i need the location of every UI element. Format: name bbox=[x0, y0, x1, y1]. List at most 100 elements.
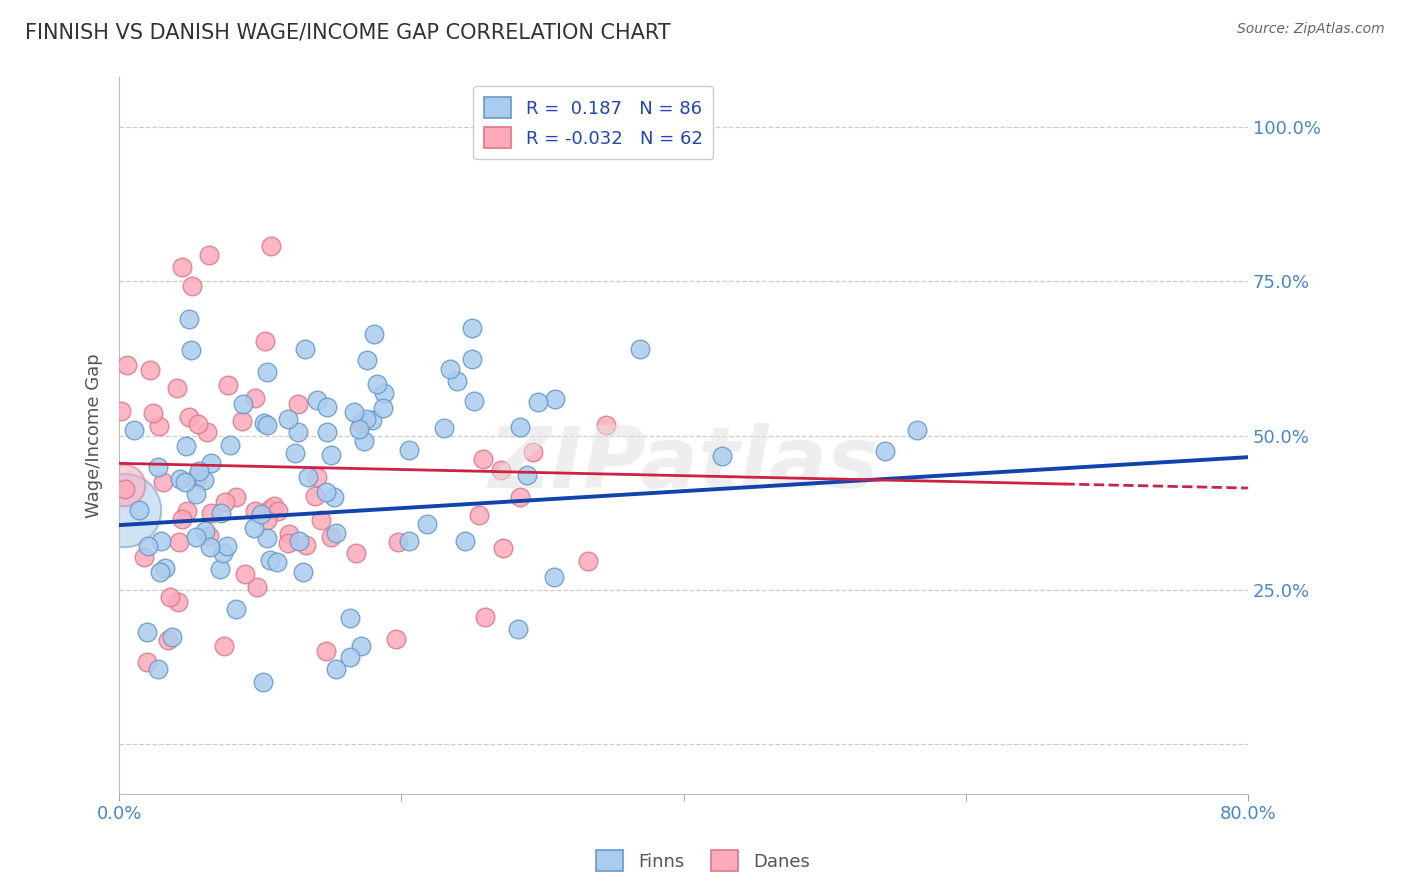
Point bbox=[198, 248, 221, 262]
Point bbox=[177, 410, 200, 425]
Point bbox=[128, 503, 150, 517]
Point bbox=[343, 405, 366, 419]
Point bbox=[172, 260, 194, 274]
Point bbox=[217, 539, 239, 553]
Point bbox=[132, 550, 155, 565]
Point bbox=[173, 475, 195, 489]
Point bbox=[148, 565, 170, 579]
Point bbox=[184, 530, 207, 544]
Point bbox=[180, 278, 202, 293]
Point bbox=[122, 423, 145, 437]
Point bbox=[468, 508, 491, 523]
Point bbox=[148, 662, 170, 676]
Point bbox=[198, 540, 221, 554]
Point bbox=[225, 491, 247, 505]
Point bbox=[373, 386, 395, 401]
Point bbox=[295, 538, 318, 552]
Point bbox=[167, 534, 190, 549]
Point bbox=[366, 377, 388, 392]
Point bbox=[492, 541, 515, 556]
Text: Source: ZipAtlas.com: Source: ZipAtlas.com bbox=[1237, 22, 1385, 37]
Point bbox=[217, 377, 239, 392]
Point bbox=[155, 561, 177, 575]
Point bbox=[209, 506, 232, 520]
Point bbox=[344, 546, 367, 560]
Point bbox=[506, 622, 529, 636]
Point bbox=[288, 533, 311, 548]
Point bbox=[509, 420, 531, 434]
Point bbox=[277, 536, 299, 550]
Point bbox=[283, 446, 305, 460]
Point bbox=[387, 535, 409, 549]
Point bbox=[398, 533, 420, 548]
Point bbox=[325, 663, 347, 677]
Point bbox=[489, 463, 512, 477]
Point bbox=[630, 342, 652, 356]
Point bbox=[354, 412, 377, 426]
Point bbox=[233, 566, 256, 581]
Point bbox=[325, 526, 347, 541]
Point bbox=[115, 358, 138, 372]
Point bbox=[446, 374, 468, 388]
Point bbox=[200, 507, 222, 521]
Point bbox=[294, 343, 316, 357]
Point bbox=[433, 421, 456, 435]
Point bbox=[256, 365, 278, 379]
Point bbox=[186, 469, 208, 483]
Point bbox=[463, 394, 485, 409]
Point bbox=[710, 449, 733, 463]
Point bbox=[243, 521, 266, 535]
Point bbox=[176, 504, 198, 518]
Y-axis label: Wage/Income Gap: Wage/Income Gap bbox=[86, 353, 103, 518]
Point bbox=[263, 499, 285, 513]
Point bbox=[315, 484, 337, 499]
Point bbox=[214, 495, 236, 509]
Point bbox=[356, 352, 378, 367]
Point bbox=[167, 595, 190, 609]
Point bbox=[208, 562, 231, 576]
Point bbox=[350, 639, 373, 653]
Point bbox=[361, 413, 384, 427]
Point bbox=[266, 555, 288, 569]
Text: ZIPatlas: ZIPatlas bbox=[488, 423, 879, 506]
Point bbox=[319, 530, 342, 544]
Point bbox=[160, 630, 183, 644]
Point bbox=[309, 513, 332, 527]
Point bbox=[267, 504, 290, 518]
Point bbox=[114, 482, 136, 496]
Point bbox=[184, 487, 207, 501]
Point bbox=[516, 468, 538, 483]
Point bbox=[231, 414, 253, 428]
Point bbox=[159, 590, 181, 604]
Point bbox=[277, 411, 299, 425]
Point bbox=[179, 312, 201, 326]
Point bbox=[152, 475, 174, 490]
Point bbox=[527, 395, 550, 409]
Point bbox=[259, 501, 281, 516]
Point bbox=[278, 526, 301, 541]
Point bbox=[415, 517, 437, 532]
Point bbox=[139, 363, 162, 377]
Point bbox=[316, 425, 339, 439]
Point bbox=[136, 624, 159, 639]
Text: FINNISH VS DANISH WAGE/INCOME GAP CORRELATION CHART: FINNISH VS DANISH WAGE/INCOME GAP CORREL… bbox=[25, 22, 671, 42]
Point bbox=[110, 404, 132, 418]
Point bbox=[522, 445, 544, 459]
Point bbox=[146, 460, 169, 475]
Point bbox=[576, 554, 599, 568]
Point bbox=[307, 470, 329, 484]
Point bbox=[254, 334, 277, 348]
Point bbox=[353, 434, 375, 449]
Point bbox=[142, 406, 165, 420]
Point bbox=[339, 611, 361, 625]
Point bbox=[112, 502, 135, 516]
Point bbox=[194, 524, 217, 538]
Point bbox=[323, 490, 346, 504]
Point bbox=[212, 546, 235, 560]
Point bbox=[187, 464, 209, 478]
Point bbox=[315, 644, 337, 658]
Point bbox=[256, 532, 278, 546]
Point bbox=[454, 533, 477, 548]
Point bbox=[287, 397, 309, 411]
Point bbox=[259, 553, 281, 567]
